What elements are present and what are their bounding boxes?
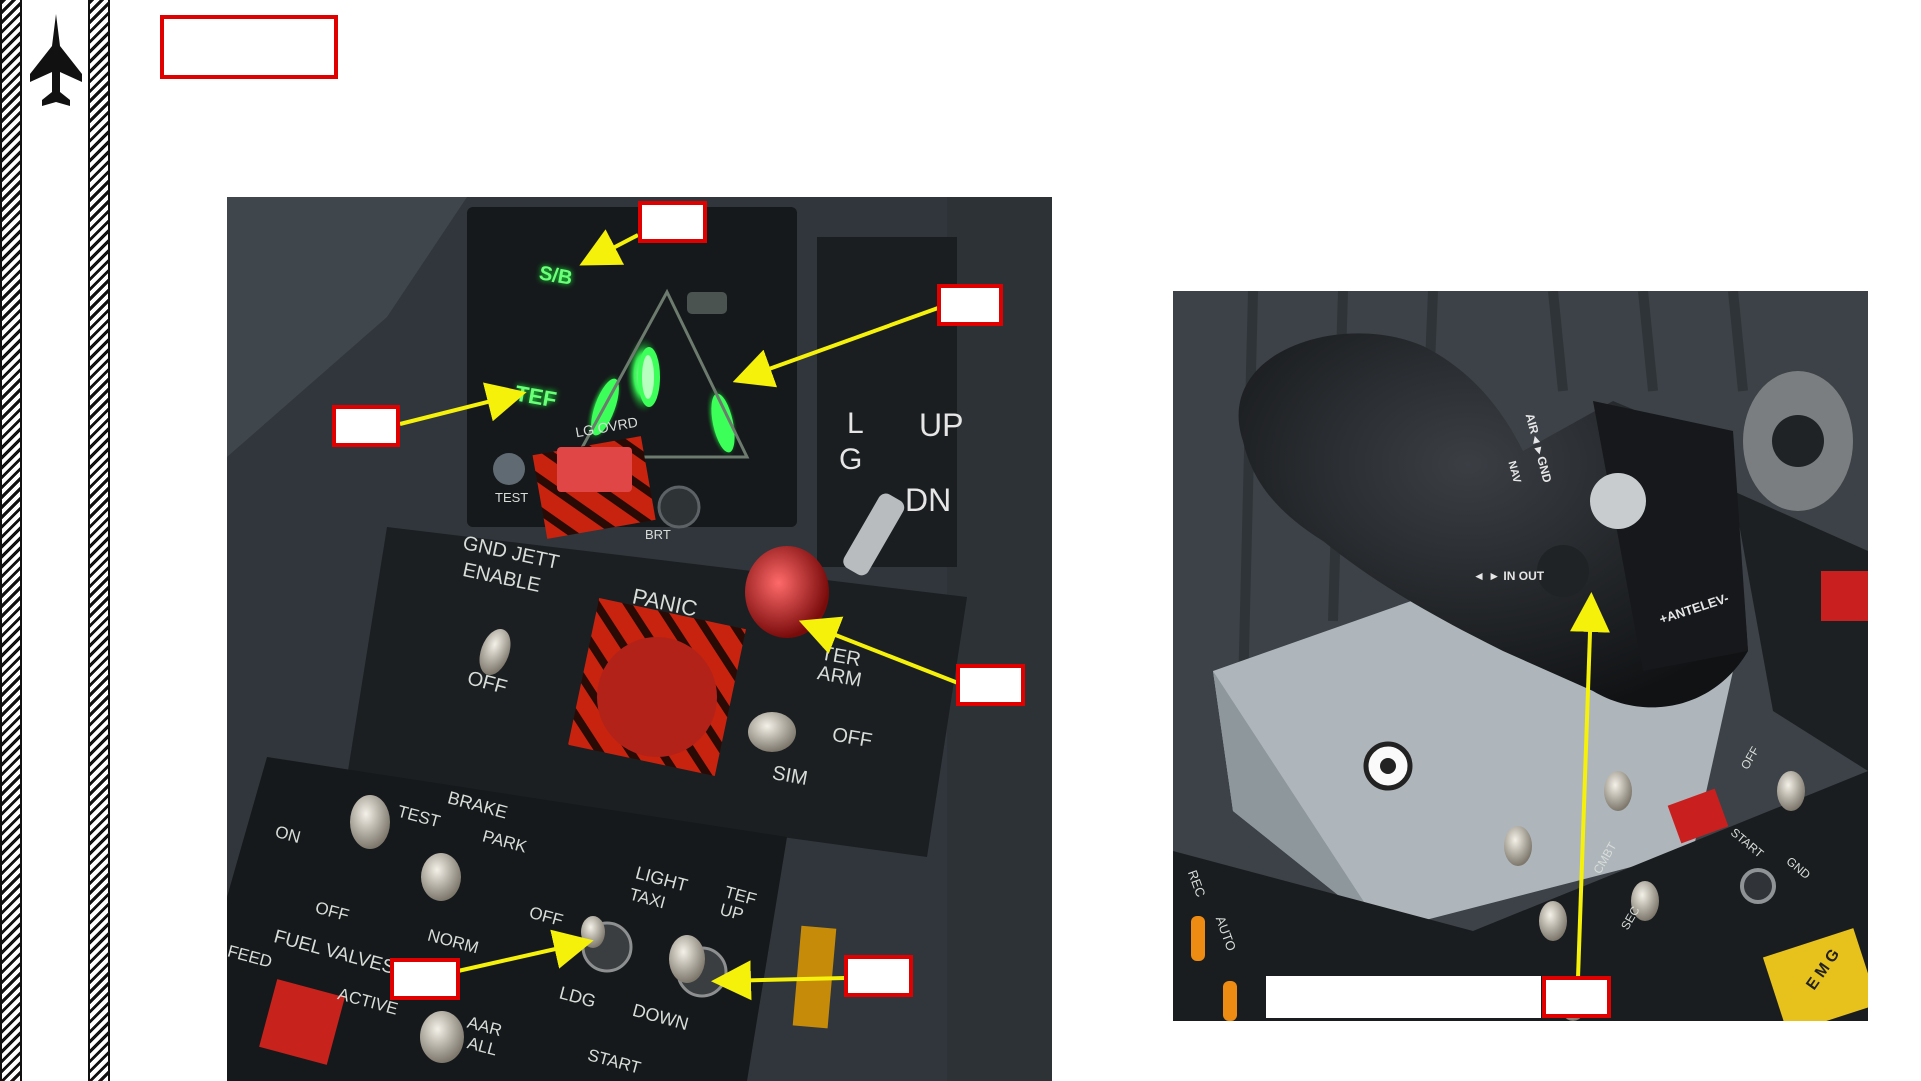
test-label: TEST (495, 490, 529, 505)
callout-gear-indicator (937, 284, 1003, 326)
title-callout (160, 15, 338, 79)
caption-box (1266, 976, 1541, 1018)
brt-label: BRT (645, 527, 671, 542)
master-arm-label: TER ARM (815, 642, 864, 692)
gear-down-label: DN (905, 482, 952, 518)
callout-gear-handle (956, 664, 1025, 706)
sidebar-rail-right (88, 0, 110, 1081)
callout-light-switch (390, 958, 460, 1000)
gear-up-label: UP (919, 407, 964, 443)
callout-tef-switch (844, 955, 913, 997)
callout-tef (332, 405, 400, 447)
lg-l-label: L (847, 407, 864, 440)
callout-throttle-control (1542, 976, 1611, 1018)
sidebar-rail-left (0, 0, 22, 1081)
lg-g-label: G (839, 443, 863, 476)
throttle-illustration (1173, 291, 1868, 1021)
fighter-jet-icon (30, 14, 82, 106)
throttle-photo: AIR◄►GND NAV ◄ ► IN OUT +ANTELEV- REC AU… (1173, 291, 1868, 1021)
callout-speedbrake (638, 201, 707, 243)
in-out-label: ◄ ► IN OUT (1473, 569, 1545, 583)
landing-gear-panel-photo: S/B TEF LG OVRD TEST BRT L G UP DN GND J… (227, 197, 1052, 1081)
